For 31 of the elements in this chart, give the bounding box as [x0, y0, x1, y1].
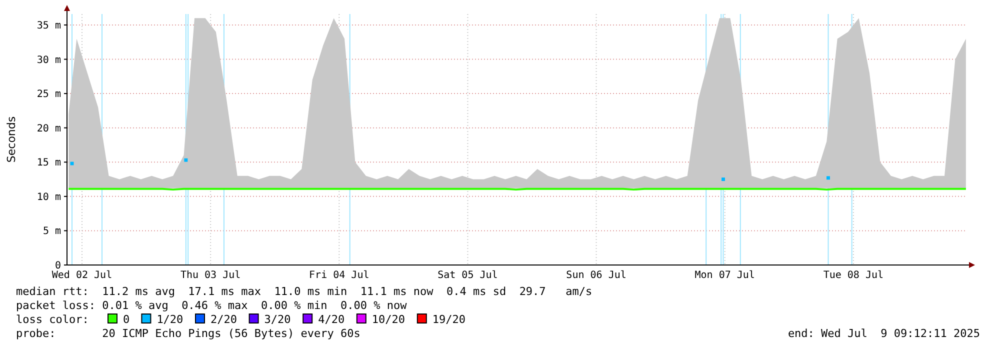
y-tick-label: 30 m [36, 54, 61, 66]
legend-label: 1/20 [156, 313, 184, 326]
point [722, 178, 725, 182]
text: end: Wed Jul 9 09:12:11 2025 [788, 327, 980, 340]
text: probe: 20 ICMP Echo Pings (56 Bytes) every 60s [16, 327, 360, 340]
legend-label: 3/20 [264, 313, 291, 326]
x-tick-label: Sat 05 Jul [438, 270, 498, 281]
y-tick-label: 10 m [36, 192, 61, 203]
y-tick-label: 0 [54, 260, 61, 272]
y-tick-label: 15 m [36, 158, 61, 169]
y-tick-label: 5 m [42, 226, 61, 238]
text: packet loss: 0.01 % avg 0.46 % max 0.00 % min 0.00 % now [16, 299, 408, 312]
y-tick-label: 20 m [36, 123, 61, 134]
point [184, 158, 188, 162]
point [826, 176, 830, 180]
x-tick-label: Tue 08 Jul [823, 270, 884, 281]
legend-label: 0 [123, 313, 130, 326]
legend-title: loss color: [16, 313, 89, 326]
legend-label: 19/20 [432, 313, 466, 326]
legend-label: 10/20 [372, 313, 406, 326]
x-tick-label: Wed 02 Jul [52, 270, 112, 281]
x-tick-label: Sun 06 Jul [566, 270, 626, 281]
x-tick-label: Fri 04 Jul [309, 270, 370, 281]
y-tick-label: 35 m [36, 20, 61, 32]
y-axis-title: Seconds [5, 116, 18, 163]
legend-label: 4/20 [318, 313, 345, 326]
x-tick-label: Mon 07 Jul [694, 270, 755, 281]
text: median rtt: 11.2 ms avg 17.1 ms max 11.0 ms min 11.1 ms now 0.4 ms sd 29.7 am/s [16, 285, 592, 298]
y-tick-label: 25 m [36, 89, 61, 100]
legend-label: 2/20 [210, 313, 237, 326]
x-tick-label: Thu 03 Jul [180, 270, 241, 281]
